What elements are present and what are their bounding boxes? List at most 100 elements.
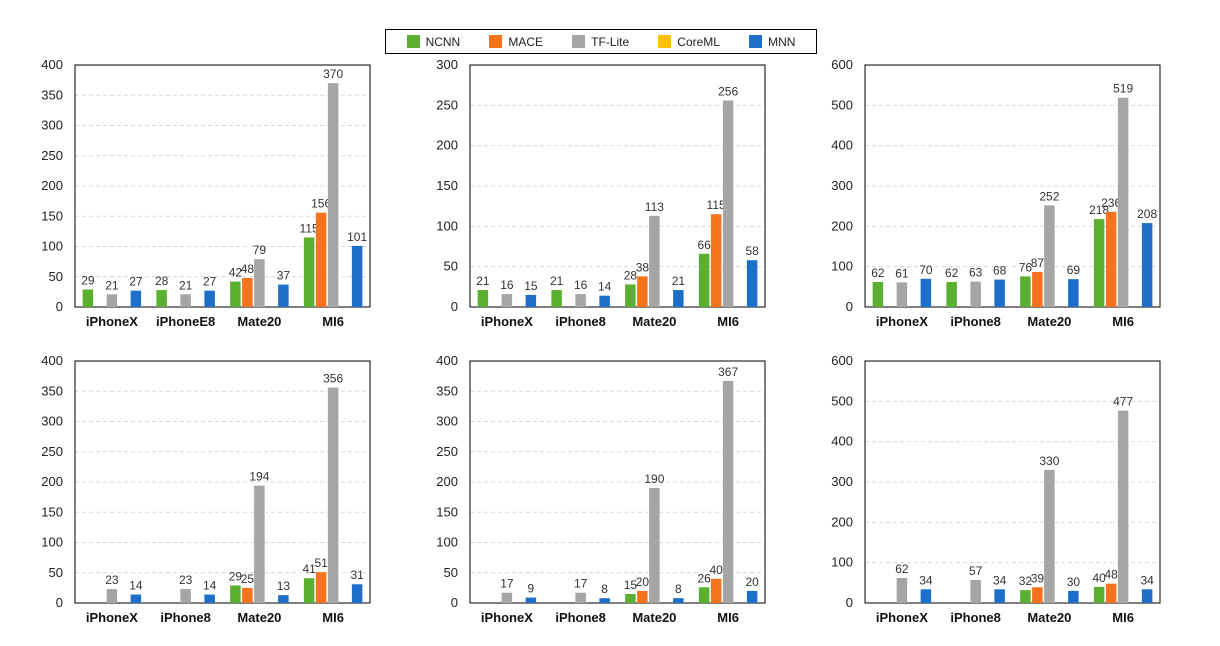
bar-ncnn	[625, 284, 636, 307]
data-label: 79	[253, 243, 267, 257]
data-label: 194	[249, 470, 269, 484]
bar-tf-lite	[722, 100, 734, 307]
y-tick-label: 350	[436, 383, 458, 398]
bar-ncnn	[698, 587, 710, 603]
y-tick-label: 250	[41, 148, 63, 163]
x-category-label: iPhoneX	[876, 314, 928, 329]
y-tick-label: 0	[846, 595, 853, 610]
data-label: 28	[155, 274, 169, 288]
x-category-label: iPhoneX	[876, 610, 928, 625]
y-tick-label: 300	[41, 414, 63, 429]
bar-mace	[637, 276, 648, 307]
y-tick-label: 200	[831, 514, 853, 529]
bar-mnn	[278, 595, 289, 603]
bar-mace	[710, 214, 722, 307]
data-label: 87	[1031, 256, 1045, 270]
data-label: 48	[1104, 568, 1118, 582]
legend-swatch	[489, 35, 503, 48]
bar-mnn	[525, 597, 537, 603]
x-category-label: iPhoneX	[481, 610, 533, 625]
data-label: 113	[645, 200, 664, 214]
y-tick-label: 500	[831, 97, 853, 112]
x-category-label: MI6	[717, 610, 739, 625]
y-tick-label: 300	[831, 474, 853, 489]
y-tick-label: 150	[436, 504, 458, 519]
bar-mnn	[994, 589, 1005, 603]
data-label: 16	[574, 278, 588, 292]
y-tick-label: 100	[436, 218, 458, 233]
data-label: 37	[277, 269, 291, 283]
legend-swatch	[572, 35, 586, 48]
data-label: 16	[500, 278, 514, 292]
bar-mnn	[673, 598, 684, 603]
x-category-label: iPhone8	[950, 314, 1001, 329]
data-label: 156	[311, 197, 331, 211]
bar-mace	[242, 277, 253, 307]
y-tick-label: 400	[41, 57, 63, 72]
y-tick-label: 0	[451, 595, 458, 610]
bar-mnn	[746, 260, 758, 307]
x-category-label: Mate20	[237, 610, 281, 625]
data-label: 66	[697, 238, 711, 252]
bar-ncnn	[303, 237, 315, 307]
bar-mnn	[1141, 589, 1153, 603]
y-tick-label: 300	[41, 118, 63, 133]
bar-ncnn	[551, 290, 562, 307]
data-label: 29	[81, 273, 95, 287]
y-tick-label: 400	[41, 353, 63, 368]
y-tick-label: 250	[436, 97, 458, 112]
legend-label: CoreML	[677, 34, 720, 49]
x-category-label: iPhoneE8	[156, 314, 215, 329]
legend-item-mace: MACE	[489, 35, 543, 49]
x-category-label: Mate20	[237, 314, 281, 329]
x-category-label: MI6	[717, 314, 739, 329]
data-label: 20	[745, 575, 759, 589]
bar-mace	[1105, 211, 1117, 307]
data-label: 34	[919, 573, 933, 587]
bar-mnn	[599, 598, 610, 603]
bar-mace	[242, 587, 253, 603]
bar-ncnn	[1093, 586, 1105, 603]
y-tick-label: 0	[846, 299, 853, 314]
y-tick-label: 150	[436, 178, 458, 193]
bar-ncnn	[230, 585, 241, 603]
bar-tf-lite	[575, 294, 586, 307]
bar-tf-lite	[180, 294, 191, 307]
y-tick-label: 100	[41, 239, 63, 254]
bar-mnn	[204, 290, 215, 307]
bar-mnn	[204, 594, 215, 603]
data-label: 48	[241, 262, 255, 276]
data-label: 42	[229, 266, 243, 280]
bar-mnn	[1141, 223, 1153, 307]
data-label: 236	[1101, 196, 1121, 210]
bar-tf-lite	[254, 259, 265, 307]
bar-tf-lite	[501, 592, 513, 603]
x-category-label: Mate20	[632, 610, 676, 625]
data-label: 25	[241, 572, 255, 586]
chart-panel-4: 0 50 100 150 200 250 300 350 400 iPhoneX 23 14 iPhon…	[41, 353, 371, 625]
bar-tf-lite	[896, 577, 908, 603]
y-tick-label: 400	[436, 353, 458, 368]
data-label: 17	[574, 577, 588, 591]
plot-frame	[469, 360, 766, 604]
bar-tf-lite	[1117, 97, 1129, 307]
plot-frame	[74, 64, 371, 308]
bar-mnn	[351, 584, 363, 603]
data-label: 370	[323, 67, 343, 81]
x-category-label: Mate20	[632, 314, 676, 329]
bar-mnn	[746, 590, 758, 603]
data-label: 62	[895, 562, 909, 576]
y-tick-label: 250	[41, 444, 63, 459]
bar-tf-lite	[254, 485, 265, 603]
legend-swatch	[749, 35, 763, 48]
data-label: 58	[745, 244, 759, 258]
bar-ncnn	[82, 289, 94, 307]
bar-tf-lite	[327, 387, 339, 603]
data-label: 57	[969, 564, 983, 578]
x-category-label: iPhoneX	[481, 314, 533, 329]
data-label: 39	[1031, 571, 1045, 585]
bar-mnn	[351, 245, 363, 307]
data-label: 40	[709, 563, 723, 577]
plot-frame	[864, 64, 1161, 308]
bar-mnn	[130, 290, 142, 307]
